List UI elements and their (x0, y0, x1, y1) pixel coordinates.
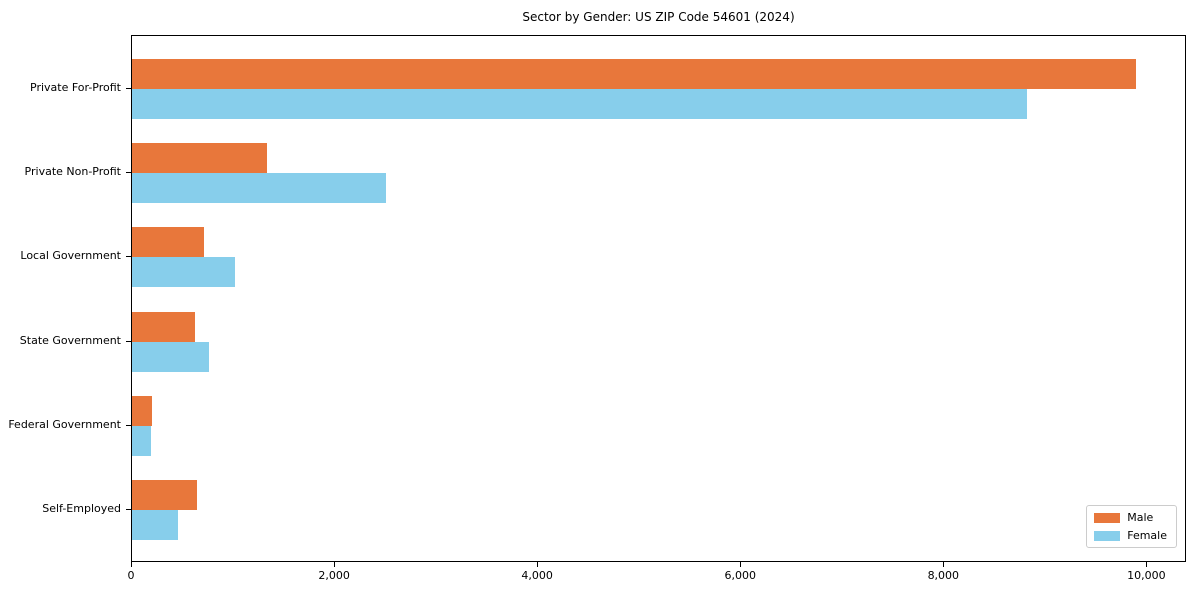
bar-female-2 (132, 173, 386, 204)
bar-male-1 (132, 59, 1137, 89)
x-tick-label: 0 (127, 569, 135, 582)
x-tick-mark (1146, 562, 1148, 567)
y-tick-label: Federal Government (8, 417, 121, 431)
x-tick-label: 2,000 (318, 569, 350, 582)
chart-title: Sector by Gender: US ZIP Code 54601 (202… (522, 10, 795, 24)
bar-male-2 (132, 143, 268, 174)
bar-male-4 (132, 311, 195, 342)
y-tick-mark (126, 509, 131, 510)
x-tick-label: 4,000 (521, 569, 553, 582)
legend-swatch-male (1094, 512, 1121, 523)
y-tick-mark (126, 172, 131, 174)
y-tick-mark (126, 88, 131, 89)
y-tick-label: State Government (19, 333, 121, 347)
legend-label: Female (1127, 529, 1167, 542)
x-tick-mark (740, 562, 742, 567)
bar-female-1 (132, 89, 1027, 119)
y-tick-label: Self-Employed (42, 502, 121, 515)
y-tick-label: Local Government (20, 249, 121, 263)
y-tick-mark (126, 424, 131, 426)
legend-entry-male: Male (1094, 511, 1167, 524)
bar-male-6 (132, 480, 197, 510)
y-tick-mark (126, 256, 131, 258)
y-tick-label: Private For-Profit (30, 81, 121, 94)
x-tick-label: 10,000 (1127, 569, 1166, 582)
bar-male-5 (132, 395, 153, 426)
y-tick-mark (126, 340, 131, 342)
bar-male-3 (132, 227, 205, 258)
y-tick-label: Private Non-Profit (24, 165, 121, 179)
bar-female-3 (132, 257, 235, 288)
x-tick-label: 8,000 (927, 569, 960, 582)
legend-swatch-female (1094, 530, 1121, 541)
x-tick-label: 6,000 (724, 569, 756, 582)
x-tick-mark (943, 562, 945, 567)
x-tick-mark (131, 562, 132, 567)
x-tick-mark (537, 562, 539, 567)
bar-female-5 (132, 425, 152, 456)
plot-area: Male Female (131, 35, 1186, 562)
legend-label: Male (1127, 511, 1154, 524)
bar-female-4 (132, 341, 210, 372)
x-tick-mark (334, 562, 336, 567)
legend-entry-female: Female (1094, 529, 1167, 542)
bar-female-6 (132, 510, 178, 540)
legend: Male Female (1086, 505, 1177, 548)
